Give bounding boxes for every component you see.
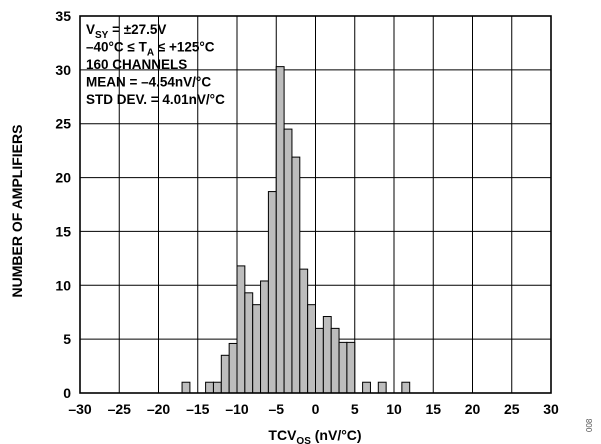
histogram-bar-2 [212, 381, 222, 394]
y-tick-label-1: 5 [63, 331, 71, 347]
histogram-bar-8 [260, 280, 269, 394]
y-tick-label-0: 0 [63, 385, 71, 401]
x-axis-title-subscript: OS [296, 436, 311, 444]
histogram-bar-7 [252, 304, 262, 394]
histogram-bar-13 [299, 268, 309, 394]
histogram-bar-15 [315, 327, 324, 394]
grid-lines [80, 16, 551, 393]
x-tick-label-9: 15 [425, 401, 441, 417]
histogram-bar-19 [346, 341, 356, 394]
histogram-bar-5 [236, 265, 246, 394]
annotation-line-4-main: STD DEV. = 4.01nV/°C [86, 92, 225, 107]
histogram-bar-16 [322, 316, 332, 394]
annotation-line-0-rest: = ±27.5V [108, 22, 166, 37]
y-tick-label-7: 35 [55, 8, 71, 24]
annotation-line-2: 160 CHANNELS [86, 57, 187, 72]
y-tick-label-3: 15 [55, 223, 71, 239]
annotation-line-1-rest: ≤ +125°C [154, 40, 215, 55]
x-tick-label-11: 25 [504, 401, 520, 417]
histogram-bar-12 [291, 156, 301, 394]
histogram-bar-14 [307, 304, 316, 394]
histogram-bar-4 [228, 342, 238, 394]
histogram-bar-22 [401, 381, 411, 394]
y-tick-labels: 0 5 10 15 20 25 30 35 [55, 8, 71, 401]
x-tick-label-5: –5 [268, 401, 284, 417]
y-tick-label-5: 25 [55, 116, 71, 132]
annotation-line-3-main: MEAN = –4.54nV/°C [86, 75, 211, 90]
histogram-bars [181, 66, 411, 394]
annotation-line-0-subscript: SY [95, 30, 109, 41]
histogram-bar-0 [181, 381, 191, 394]
y-axis-title: NUMBER OF AMPLIFIERS [9, 125, 25, 298]
y-tick-label-4: 20 [55, 170, 71, 186]
x-tick-label-7: 5 [351, 401, 359, 417]
histogram-bar-21 [377, 381, 387, 394]
x-axis-title-unit: (nV/°C) [311, 427, 362, 443]
histogram-bar-10 [275, 66, 285, 394]
annotation-line-0-main: V [86, 22, 95, 37]
plot-frame [79, 15, 552, 394]
histogram-bar-6 [244, 292, 254, 394]
x-tick-label-0: –30 [68, 401, 92, 417]
x-tick-label-2: –20 [147, 401, 171, 417]
x-tick-labels: –30 –25 –20 –15 –10 –5 0 5 10 15 20 25 30 [68, 401, 559, 417]
annotation-line-1: –40°C ≤ TA ≤ +125°C [86, 40, 215, 59]
annotation-line-1-subscript: A [147, 48, 154, 59]
x-tick-label-4: –10 [225, 401, 249, 417]
x-axis-title: TCVOS (nV/°C) [268, 427, 361, 444]
figure-code: 008 [585, 418, 594, 432]
histogram-bar-11 [283, 128, 293, 394]
x-tick-label-3: –15 [186, 401, 210, 417]
y-tick-label-2: 10 [55, 277, 71, 293]
x-axis-title-main: TCV [268, 427, 297, 443]
x-tick-label-1: –25 [108, 401, 132, 417]
annotation-line-2-main: 160 CHANNELS [86, 57, 187, 72]
histogram-bar-3 [220, 354, 230, 394]
annotation-line-4: STD DEV. = 4.01nV/°C [86, 92, 225, 107]
histogram-bar-17 [330, 327, 340, 394]
x-tick-label-12: 30 [543, 401, 559, 417]
histogram-bar-1 [205, 381, 214, 394]
annotation-line-0: VSY = ±27.5V [86, 22, 166, 41]
annotation-line-3: MEAN = –4.54nV/°C [86, 75, 211, 90]
x-tick-label-8: 10 [386, 401, 402, 417]
histogram-bar-18 [338, 341, 348, 394]
x-tick-label-6: 0 [312, 401, 320, 417]
y-tick-label-6: 30 [55, 62, 71, 78]
histogram-bar-20 [362, 381, 371, 394]
annotation-line-1-main: –40°C ≤ T [86, 40, 148, 55]
x-tick-label-10: 20 [465, 401, 481, 417]
histogram-bar-9 [267, 191, 277, 394]
